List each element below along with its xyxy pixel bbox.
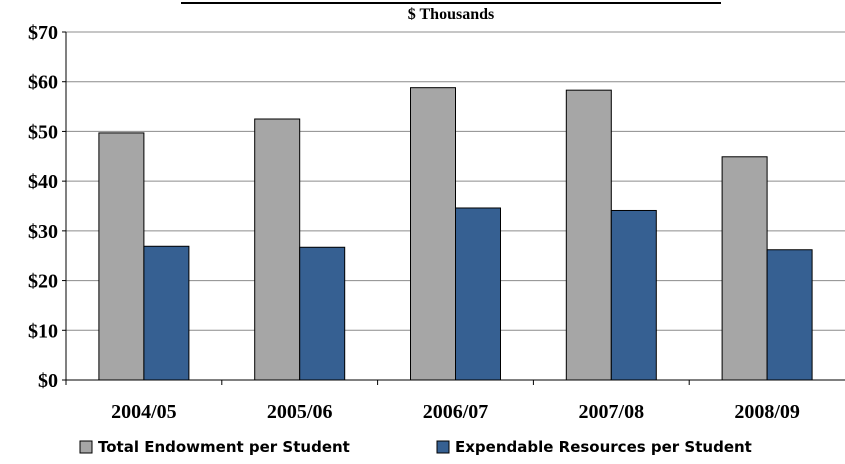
x-tick-label: 2005/06 [267, 401, 333, 423]
legend-label: Total Endowment per Student [98, 438, 350, 456]
x-tick-label: 2008/09 [734, 401, 800, 423]
title-rule [181, 2, 721, 4]
y-tick-label: $50 [28, 121, 58, 143]
bar [455, 207, 501, 381]
bar [721, 156, 768, 381]
bar [98, 132, 145, 381]
bar [299, 246, 346, 381]
x-tick-label: 2007/08 [579, 401, 645, 423]
y-tick-label: $20 [28, 271, 58, 293]
bar [254, 118, 301, 381]
legend-swatch [79, 440, 93, 454]
y-tick-label: $10 [28, 320, 58, 342]
chart-subtitle: $ Thousands [407, 6, 495, 23]
bar [610, 209, 657, 381]
y-tick-label: $40 [28, 171, 58, 193]
legend-swatch [436, 440, 450, 454]
y-tick-label: $30 [28, 221, 58, 243]
bar [766, 249, 813, 381]
bar [410, 87, 456, 381]
bar [565, 89, 612, 381]
y-tick-label: $0 [38, 370, 58, 392]
y-tick-label: $70 [28, 22, 58, 44]
bar [143, 245, 190, 381]
legend-label: Expendable Resources per Student [455, 438, 752, 456]
y-tick-label: $60 [28, 72, 58, 94]
x-tick-label: 2004/05 [111, 401, 177, 423]
x-tick-label: 2006/07 [423, 401, 489, 423]
